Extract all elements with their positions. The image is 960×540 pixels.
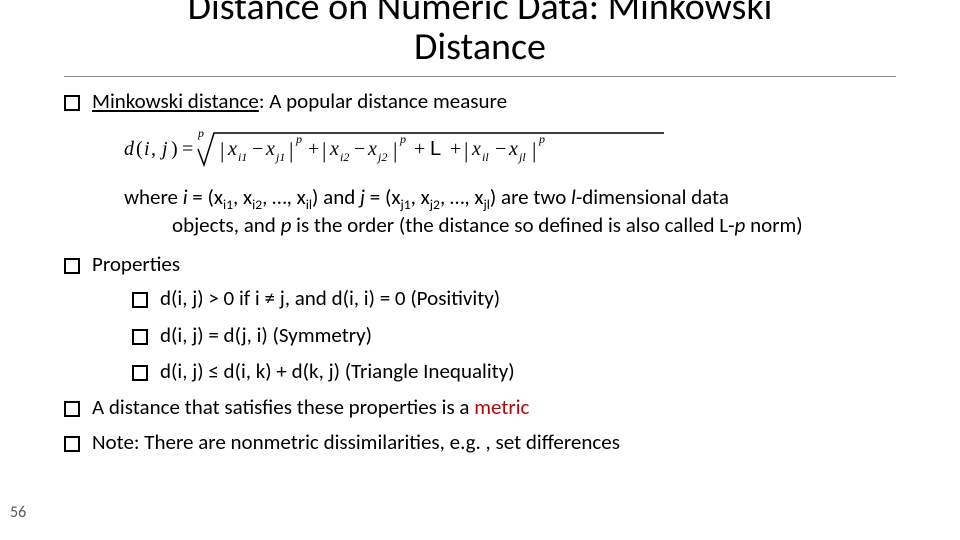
f-close1: ) (171, 138, 178, 160)
f-minus1: − (252, 138, 263, 160)
square-bullet-icon (132, 292, 148, 308)
w-m3: , …, x (262, 184, 306, 210)
bullet-minkowski-def: Minkowski distance: A popular distance m… (64, 87, 896, 115)
f-sub-j2: j2 (376, 150, 387, 164)
content-area: Minkowski distance: A popular distance m… (0, 87, 960, 456)
w-l2c: norm) (745, 212, 802, 238)
where-clause: where i = (xi1, xi2, …, xil) and j = (xj… (124, 183, 896, 240)
f-x2a: x (329, 138, 339, 160)
sub-bullet-triangle: d(i, j) ≤ d(i, k) + d(k, j) (Triangle In… (132, 357, 896, 385)
f-bar1b: | (289, 138, 293, 163)
f-p2: p (399, 132, 406, 146)
square-bullet-icon (64, 436, 80, 452)
minkowski-formula-svg: d ( i , j ) = p | x i1 − x j1 (124, 121, 684, 173)
f-bar2b: | (393, 138, 397, 163)
f-minus3: − (495, 138, 506, 160)
square-bullet-icon (64, 95, 80, 111)
f-p1: p (295, 132, 302, 146)
term-rest: : A popular distance measure (259, 88, 507, 114)
f-i: i (144, 138, 150, 160)
where-pre: where (124, 184, 183, 210)
f-p3: p (538, 132, 545, 146)
f-x3b: x (508, 138, 518, 160)
sub-bullet-positivity: d(i, j) > 0 if i ≠ j, and d(i, i) = 0 (P… (132, 284, 896, 312)
f-d: d (124, 138, 135, 160)
f-open1: ( (136, 138, 143, 160)
bullet-text: d(i, j) > 0 if i ≠ j, and d(i, i) = 0 (P… (160, 284, 896, 312)
where-p2: p (735, 212, 746, 238)
slide: Distance on Numeric Data: Minkowski Dist… (0, 0, 960, 528)
page-number: 56 (10, 503, 26, 522)
where-line2: objects, and p is the order (the distanc… (172, 211, 896, 239)
w-m8: ) are two (490, 184, 571, 210)
bullet-metric: A distance that satisfies these properti… (64, 393, 896, 421)
bullet-text: Properties (92, 250, 896, 278)
bullet-text: d(i, j) ≤ d(i, k) + d(k, j) (Triangle In… (160, 357, 896, 385)
f-x2b: x (367, 138, 377, 160)
f-plus3: + (450, 138, 461, 160)
w-m5: = (x (365, 184, 400, 210)
slide-title: Distance on Numeric Data: Minkowski Dist… (0, 0, 960, 72)
f-bar2a: | (322, 138, 326, 163)
f-sub-il: il (482, 150, 489, 164)
bullet-text: A distance that satisfies these properti… (92, 393, 896, 421)
where-p: p (281, 212, 292, 238)
f-plus2: + (414, 138, 425, 160)
f-root-p: p (197, 126, 204, 140)
metric-pre: A distance that satisfies these properti… (92, 394, 474, 420)
sub-bullet-symmetry: d(i, j) = d(j, i) (Symmetry) (132, 321, 896, 349)
square-bullet-icon (132, 329, 148, 345)
term-minkowski: Minkowski distance (92, 88, 259, 114)
title-rule (64, 76, 896, 77)
w-m7: , …, x (440, 184, 484, 210)
f-eq: = (182, 138, 193, 160)
w-m4: ) and (312, 184, 360, 210)
f-sub-i2: i2 (340, 150, 349, 164)
f-sub-j1: j1 (274, 150, 285, 164)
square-bullet-icon (64, 401, 80, 417)
bullet-text: Note: There are nonmetric dissimilaritie… (92, 428, 896, 456)
w-tail1: -dimensional data (576, 184, 729, 210)
f-j: j (159, 138, 168, 160)
f-sub-jl: jl (517, 150, 526, 164)
w-l2a: objects, and (172, 212, 281, 238)
f-sub-i1: i1 (238, 150, 247, 164)
f-minus2: − (354, 138, 365, 160)
f-bar3b: | (532, 138, 536, 163)
square-bullet-icon (64, 258, 80, 274)
bullet-note: Note: There are nonmetric dissimilaritie… (64, 428, 896, 456)
f-x1b: x (265, 138, 275, 160)
w-m1: = (x (188, 184, 223, 210)
f-x3a: x (471, 138, 481, 160)
f-ellipsis: L (430, 138, 441, 160)
formula: d ( i , j ) = p | x i1 − x j1 (124, 121, 896, 173)
bullet-properties: Properties (64, 250, 896, 278)
f-comma1: , (151, 138, 156, 160)
f-x1a: x (227, 138, 237, 160)
bullet-text: Minkowski distance: A popular distance m… (92, 87, 896, 115)
w-l2b: is the order (the distance so defined is… (291, 212, 734, 238)
f-bar1a: | (220, 138, 224, 163)
f-plus1: + (308, 138, 319, 160)
square-bullet-icon (132, 365, 148, 381)
title-line-2: Distance (414, 24, 546, 70)
bullet-text: d(i, j) = d(j, i) (Symmetry) (160, 321, 896, 349)
w-m2: , x (233, 184, 252, 210)
metric-word: metric (474, 394, 529, 420)
f-bar3a: | (464, 138, 468, 163)
w-m6: , x (411, 184, 430, 210)
